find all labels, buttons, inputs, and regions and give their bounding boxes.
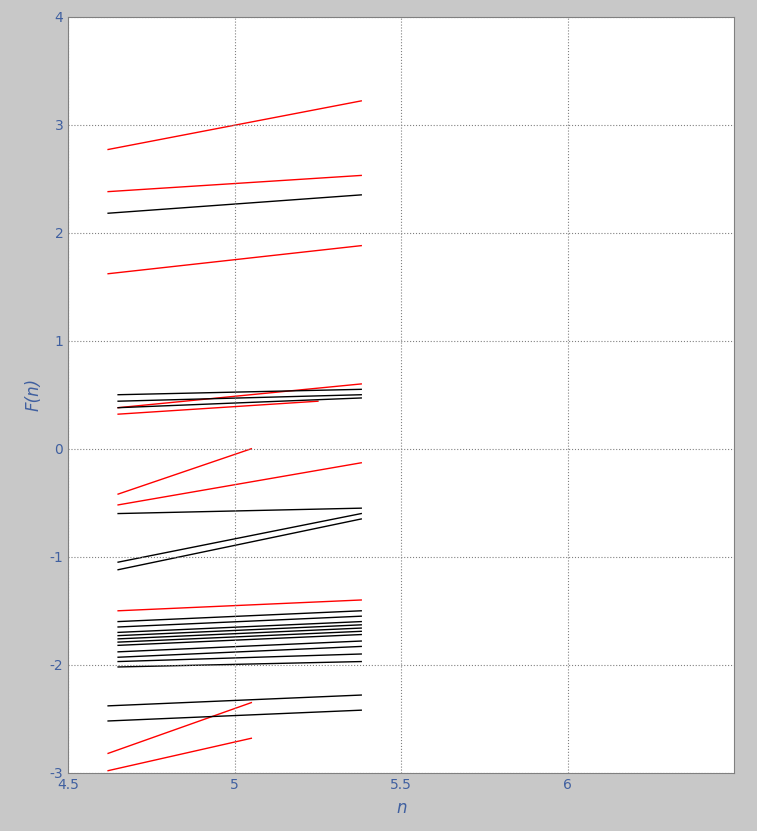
Y-axis label: F(n): F(n) <box>24 378 42 411</box>
X-axis label: n: n <box>396 799 407 817</box>
